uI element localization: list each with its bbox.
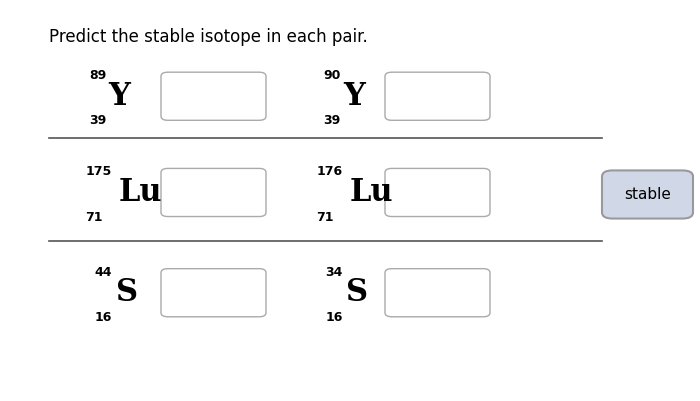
Text: 44: 44 — [94, 266, 112, 279]
FancyBboxPatch shape — [385, 269, 490, 317]
FancyBboxPatch shape — [161, 72, 266, 120]
Text: 71: 71 — [85, 211, 103, 223]
Text: Y: Y — [343, 81, 365, 112]
FancyBboxPatch shape — [161, 168, 266, 217]
Text: 16: 16 — [94, 311, 112, 324]
Text: 90: 90 — [323, 69, 341, 82]
Text: stable: stable — [624, 187, 671, 202]
Text: S: S — [346, 277, 369, 308]
Text: 176: 176 — [316, 166, 342, 178]
Text: Y: Y — [108, 81, 130, 112]
Text: 71: 71 — [316, 211, 334, 223]
FancyBboxPatch shape — [385, 168, 490, 217]
FancyBboxPatch shape — [385, 72, 490, 120]
Text: 39: 39 — [90, 114, 107, 127]
FancyBboxPatch shape — [161, 269, 266, 317]
Text: Lu: Lu — [119, 177, 162, 208]
Text: S: S — [116, 277, 138, 308]
FancyBboxPatch shape — [602, 170, 693, 219]
Text: 16: 16 — [326, 311, 343, 324]
Text: 39: 39 — [323, 114, 341, 127]
Text: 89: 89 — [90, 69, 107, 82]
Text: Lu: Lu — [350, 177, 393, 208]
Text: Predict the stable isotope in each pair.: Predict the stable isotope in each pair. — [49, 28, 368, 46]
Text: 175: 175 — [85, 166, 111, 178]
Text: 34: 34 — [326, 266, 343, 279]
